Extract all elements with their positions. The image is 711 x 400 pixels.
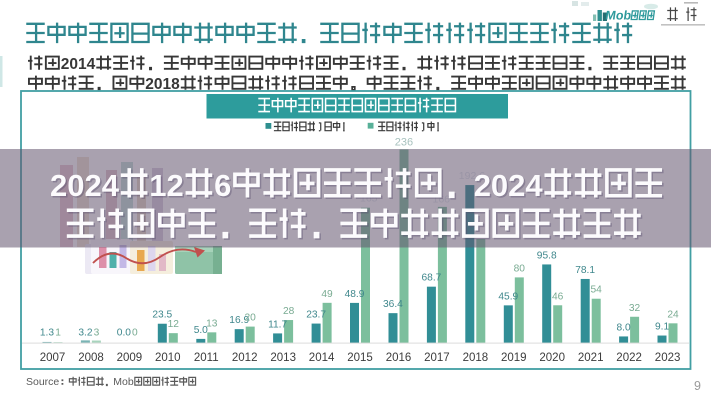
svg-text:2021: 2021: [578, 352, 604, 364]
svg-text:2018: 2018: [463, 352, 489, 364]
svg-text:2012: 2012: [232, 352, 258, 364]
svg-text:3: 3: [94, 328, 100, 339]
svg-text:49: 49: [321, 289, 333, 300]
svg-text:2017: 2017: [424, 352, 450, 364]
svg-text:11.7: 11.7: [268, 319, 287, 330]
svg-text:3.2: 3.2: [78, 328, 92, 339]
svg-text:36.4: 36.4: [383, 299, 403, 310]
svg-text:78.1: 78.1: [575, 265, 595, 276]
svg-text:0.0: 0.0: [117, 328, 131, 339]
svg-text:23.5: 23.5: [152, 310, 172, 321]
svg-text:2018: 2018: [145, 76, 180, 93]
svg-text:48.9: 48.9: [345, 289, 365, 300]
svg-text:2013: 2013: [270, 352, 296, 364]
svg-text:2007: 2007: [40, 352, 66, 364]
svg-text:20: 20: [245, 313, 257, 324]
svg-text:46: 46: [552, 291, 564, 302]
svg-text:6: 6: [214, 168, 231, 203]
svg-text:Mob: Mob: [604, 8, 632, 22]
svg-text:1: 1: [55, 328, 61, 339]
svg-text:2024: 2024: [52, 170, 122, 205]
svg-text:Mob: Mob: [113, 376, 134, 388]
svg-text:2019: 2019: [501, 352, 527, 364]
svg-text:2024: 2024: [475, 170, 545, 205]
svg-text:2014: 2014: [61, 56, 96, 73]
svg-text:192.6: 192.6: [459, 170, 485, 182]
svg-text:2010: 2010: [155, 352, 181, 364]
svg-text:54: 54: [591, 285, 603, 296]
svg-text:8.0: 8.0: [617, 322, 631, 333]
svg-text:2009: 2009: [117, 352, 143, 364]
svg-text:2008: 2008: [78, 352, 104, 364]
svg-text:2020: 2020: [539, 352, 565, 364]
svg-text:12: 12: [168, 319, 180, 330]
svg-text:2016: 2016: [386, 352, 412, 364]
svg-text:80: 80: [514, 263, 526, 274]
svg-text:95.8: 95.8: [537, 250, 557, 261]
svg-text:16.9: 16.9: [229, 315, 249, 326]
svg-text:28: 28: [283, 306, 295, 317]
svg-text:2022: 2022: [616, 352, 642, 364]
svg-text:2014: 2014: [309, 352, 335, 364]
svg-text:13: 13: [206, 318, 218, 329]
svg-text:6: 6: [216, 170, 233, 205]
svg-text:2015: 2015: [347, 352, 373, 364]
svg-text:12: 12: [151, 170, 185, 205]
svg-text:68.7: 68.7: [422, 273, 442, 284]
svg-text:9: 9: [694, 379, 701, 393]
svg-text:236: 236: [395, 137, 413, 149]
svg-text:2024: 2024: [50, 168, 120, 203]
svg-text:32: 32: [629, 303, 641, 314]
svg-text:24: 24: [667, 309, 679, 320]
svg-text:45.9: 45.9: [498, 291, 518, 302]
svg-text:0: 0: [132, 328, 138, 339]
svg-text:23.7: 23.7: [306, 310, 326, 321]
svg-text:12: 12: [149, 168, 183, 203]
svg-text:5.0: 5.0: [194, 325, 208, 336]
svg-text:Source: Source: [26, 376, 59, 388]
svg-text:1.3: 1.3: [40, 328, 54, 339]
svg-text:2023: 2023: [655, 352, 681, 364]
svg-text:2024: 2024: [474, 168, 544, 203]
svg-text:9.1: 9.1: [655, 322, 669, 333]
svg-text:2011: 2011: [194, 352, 219, 364]
